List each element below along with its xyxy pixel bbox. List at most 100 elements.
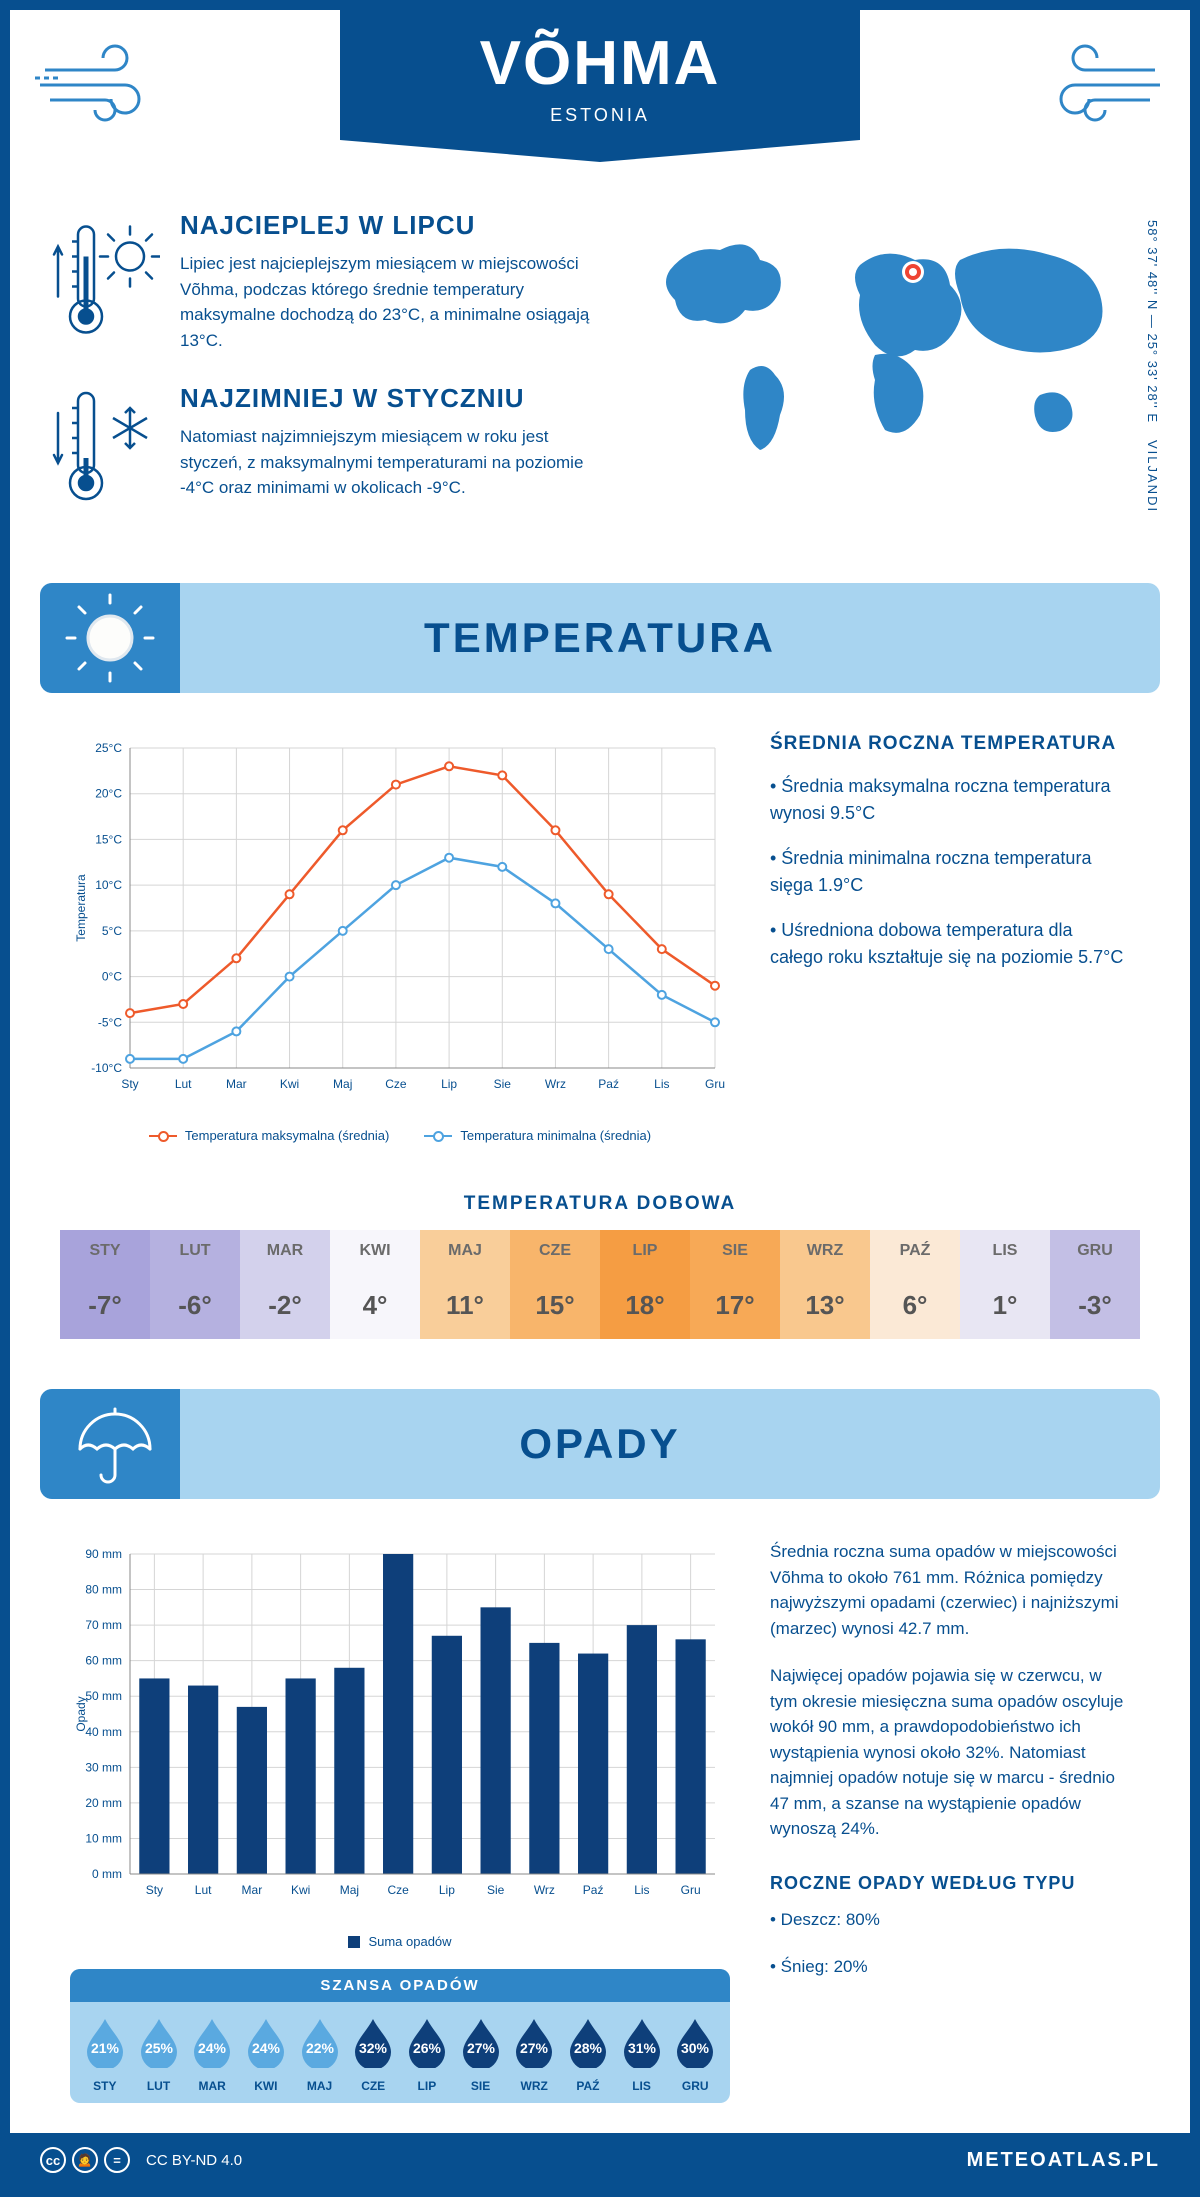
svg-text:Lut: Lut	[175, 1077, 192, 1091]
precip-legend-label: Suma opadów	[368, 1934, 451, 1949]
svg-text:Cze: Cze	[385, 1077, 407, 1091]
thermometer-snow-icon	[50, 383, 160, 513]
chance-cell: 30% GRU	[668, 2016, 722, 2093]
drop-icon: 27%	[512, 2016, 556, 2068]
svg-text:20°C: 20°C	[95, 787, 122, 801]
svg-text:60 mm: 60 mm	[85, 1654, 122, 1668]
svg-text:10°C: 10°C	[95, 878, 122, 892]
coordinates: 58° 37' 48'' N — 25° 33' 28'' E	[1145, 220, 1160, 423]
daily-cell: MAJ 11°	[420, 1230, 510, 1339]
svg-text:25%: 25%	[144, 2040, 173, 2056]
fact-hot-text: Lipiec jest najcieplejszym miesiącem w m…	[180, 251, 600, 353]
drop-icon: 28%	[566, 2016, 610, 2068]
svg-text:10 mm: 10 mm	[85, 1831, 122, 1845]
country-subtitle: ESTONIA	[340, 105, 860, 126]
temperature-body: -10°C-5°C0°C5°C10°C15°C20°C25°CStyLutMar…	[10, 693, 1190, 1173]
fact-cold-text: Natomiast najzimniejszym miesiącem w rok…	[180, 424, 600, 501]
chance-cell: 31% LIS	[615, 2016, 669, 2093]
svg-text:Maj: Maj	[333, 1077, 352, 1091]
svg-text:80 mm: 80 mm	[85, 1583, 122, 1597]
section-header-temperature: TEMPERATURA	[40, 583, 1160, 693]
precip-left: 0 mm 10 mm 20 mm 30 mm 40 mm 50 mm 60 mm 70 mm 8…	[70, 1539, 730, 2103]
chance-cell: 24% KWI	[239, 2016, 293, 2093]
chance-cell: 32% CZE	[346, 2016, 400, 2093]
drop-icon: 31%	[620, 2016, 664, 2068]
precip-text-2: Najwięcej opadów pojawia się w czerwcu, …	[770, 1663, 1130, 1842]
nd-icon: =	[104, 2147, 130, 2173]
precip-body: 0 mm 10 mm 20 mm 30 mm 40 mm 50 mm 60 mm 70 mm 8…	[10, 1499, 1190, 2133]
temperature-chart: -10°C-5°C0°C5°C10°C15°C20°C25°CStyLutMar…	[70, 733, 730, 1143]
svg-text:Paź: Paź	[598, 1077, 619, 1091]
temp-bullet: • Średnia maksymalna roczna temperatura …	[770, 773, 1130, 827]
chance-cell: 25% LUT	[132, 2016, 186, 2093]
legend-item: .legend-swatch[style*='#ee5a2b']::after{…	[149, 1128, 389, 1143]
svg-text:70 mm: 70 mm	[85, 1618, 122, 1632]
svg-text:Kwi: Kwi	[291, 1883, 310, 1897]
svg-text:Gru: Gru	[705, 1077, 725, 1091]
svg-text:30 mm: 30 mm	[85, 1760, 122, 1774]
temp-info-title: ŚREDNIA ROCZNA TEMPERATURA	[770, 733, 1130, 755]
daily-cell: LIS 1°	[960, 1230, 1050, 1339]
svg-text:24%: 24%	[252, 2040, 281, 2056]
svg-text:24%: 24%	[198, 2040, 227, 2056]
svg-text:40 mm: 40 mm	[85, 1725, 122, 1739]
region-label: VILJANDI	[1145, 440, 1160, 513]
svg-text:Mar: Mar	[226, 1077, 247, 1091]
header-banner: VÕHMA ESTONIA	[340, 10, 860, 140]
chance-box: SZANSA OPADÓW 21% STY 25% LUT 24% MAR 24…	[70, 1969, 730, 2103]
svg-text:Cze: Cze	[387, 1883, 409, 1897]
svg-text:90 mm: 90 mm	[85, 1547, 122, 1561]
daily-cell: WRZ 13°	[780, 1230, 870, 1339]
daily-cell: PAŹ 6°	[870, 1230, 960, 1339]
drop-icon: 24%	[244, 2016, 288, 2068]
drop-icon: 21%	[83, 2016, 127, 2068]
daily-cell: LIP 18°	[600, 1230, 690, 1339]
svg-text:Lut: Lut	[195, 1883, 212, 1897]
precip-type-bullet: • Deszcz: 80%	[770, 1907, 1130, 1933]
thermometer-sun-icon	[50, 210, 160, 353]
intro-section: NAJCIEPLEJ W LIPCU Lipiec jest najcieple…	[10, 190, 1190, 583]
chance-title: SZANSA OPADÓW	[70, 1969, 730, 2002]
precip-type-bullet: • Śnieg: 20%	[770, 1954, 1130, 1980]
svg-text:Lis: Lis	[634, 1883, 649, 1897]
svg-text:15°C: 15°C	[95, 832, 122, 846]
svg-text:Sie: Sie	[487, 1883, 505, 1897]
temp-bullet: • Uśredniona dobowa temperatura dla całe…	[770, 917, 1130, 971]
drop-icon: 27%	[459, 2016, 503, 2068]
legend-item: .legend-swatch[style*='#4ea3e0']::after{…	[424, 1128, 651, 1143]
svg-text:Temperatura: Temperatura	[74, 874, 88, 942]
svg-text:26%: 26%	[413, 2040, 442, 2056]
svg-text:32%: 32%	[359, 2040, 388, 2056]
svg-text:30%: 30%	[681, 2040, 710, 2056]
daily-cell: GRU -3°	[1050, 1230, 1140, 1339]
map-container: 58° 37' 48'' N — 25° 33' 28'' E VILJANDI	[630, 210, 1150, 543]
fact-warmest: NAJCIEPLEJ W LIPCU Lipiec jest najcieple…	[50, 210, 600, 353]
svg-text:Lip: Lip	[439, 1883, 455, 1897]
svg-text:Paź: Paź	[583, 1883, 604, 1897]
daily-cell: SIE 17°	[690, 1230, 780, 1339]
by-icon: 🙍	[72, 2147, 98, 2173]
brand: METEOATLAS.PL	[967, 2149, 1160, 2172]
precip-type-title: ROCZNE OPADY WEDŁUG TYPU	[770, 1870, 1130, 1897]
chance-cell: 22% MAJ	[293, 2016, 347, 2093]
svg-text:Lip: Lip	[441, 1077, 457, 1091]
svg-text:20 mm: 20 mm	[85, 1796, 122, 1810]
svg-text:Sty: Sty	[121, 1077, 138, 1091]
svg-text:21%: 21%	[91, 2040, 120, 2056]
svg-text:27%: 27%	[467, 2040, 496, 2056]
temperature-info: ŚREDNIA ROCZNA TEMPERATURA • Średnia mak…	[770, 733, 1130, 1143]
wind-icon-right	[1015, 30, 1165, 130]
svg-text:Kwi: Kwi	[280, 1077, 299, 1091]
daily-cell: KWI 4°	[330, 1230, 420, 1339]
license-block: cc 🙍 = CC BY-ND 4.0	[40, 2147, 242, 2173]
svg-text:Wrz: Wrz	[534, 1883, 555, 1897]
svg-text:0 mm: 0 mm	[92, 1867, 122, 1881]
license-text: CC BY-ND 4.0	[146, 2152, 242, 2169]
svg-text:50 mm: 50 mm	[85, 1689, 122, 1703]
svg-text:Sie: Sie	[494, 1077, 512, 1091]
daily-cell: CZE 15°	[510, 1230, 600, 1339]
cc-icon: cc	[40, 2147, 66, 2173]
temp-legend: .legend-swatch[style*='#ee5a2b']::after{…	[70, 1128, 730, 1143]
world-map	[630, 210, 1150, 480]
section-header-precip: OPADY	[40, 1389, 1160, 1499]
